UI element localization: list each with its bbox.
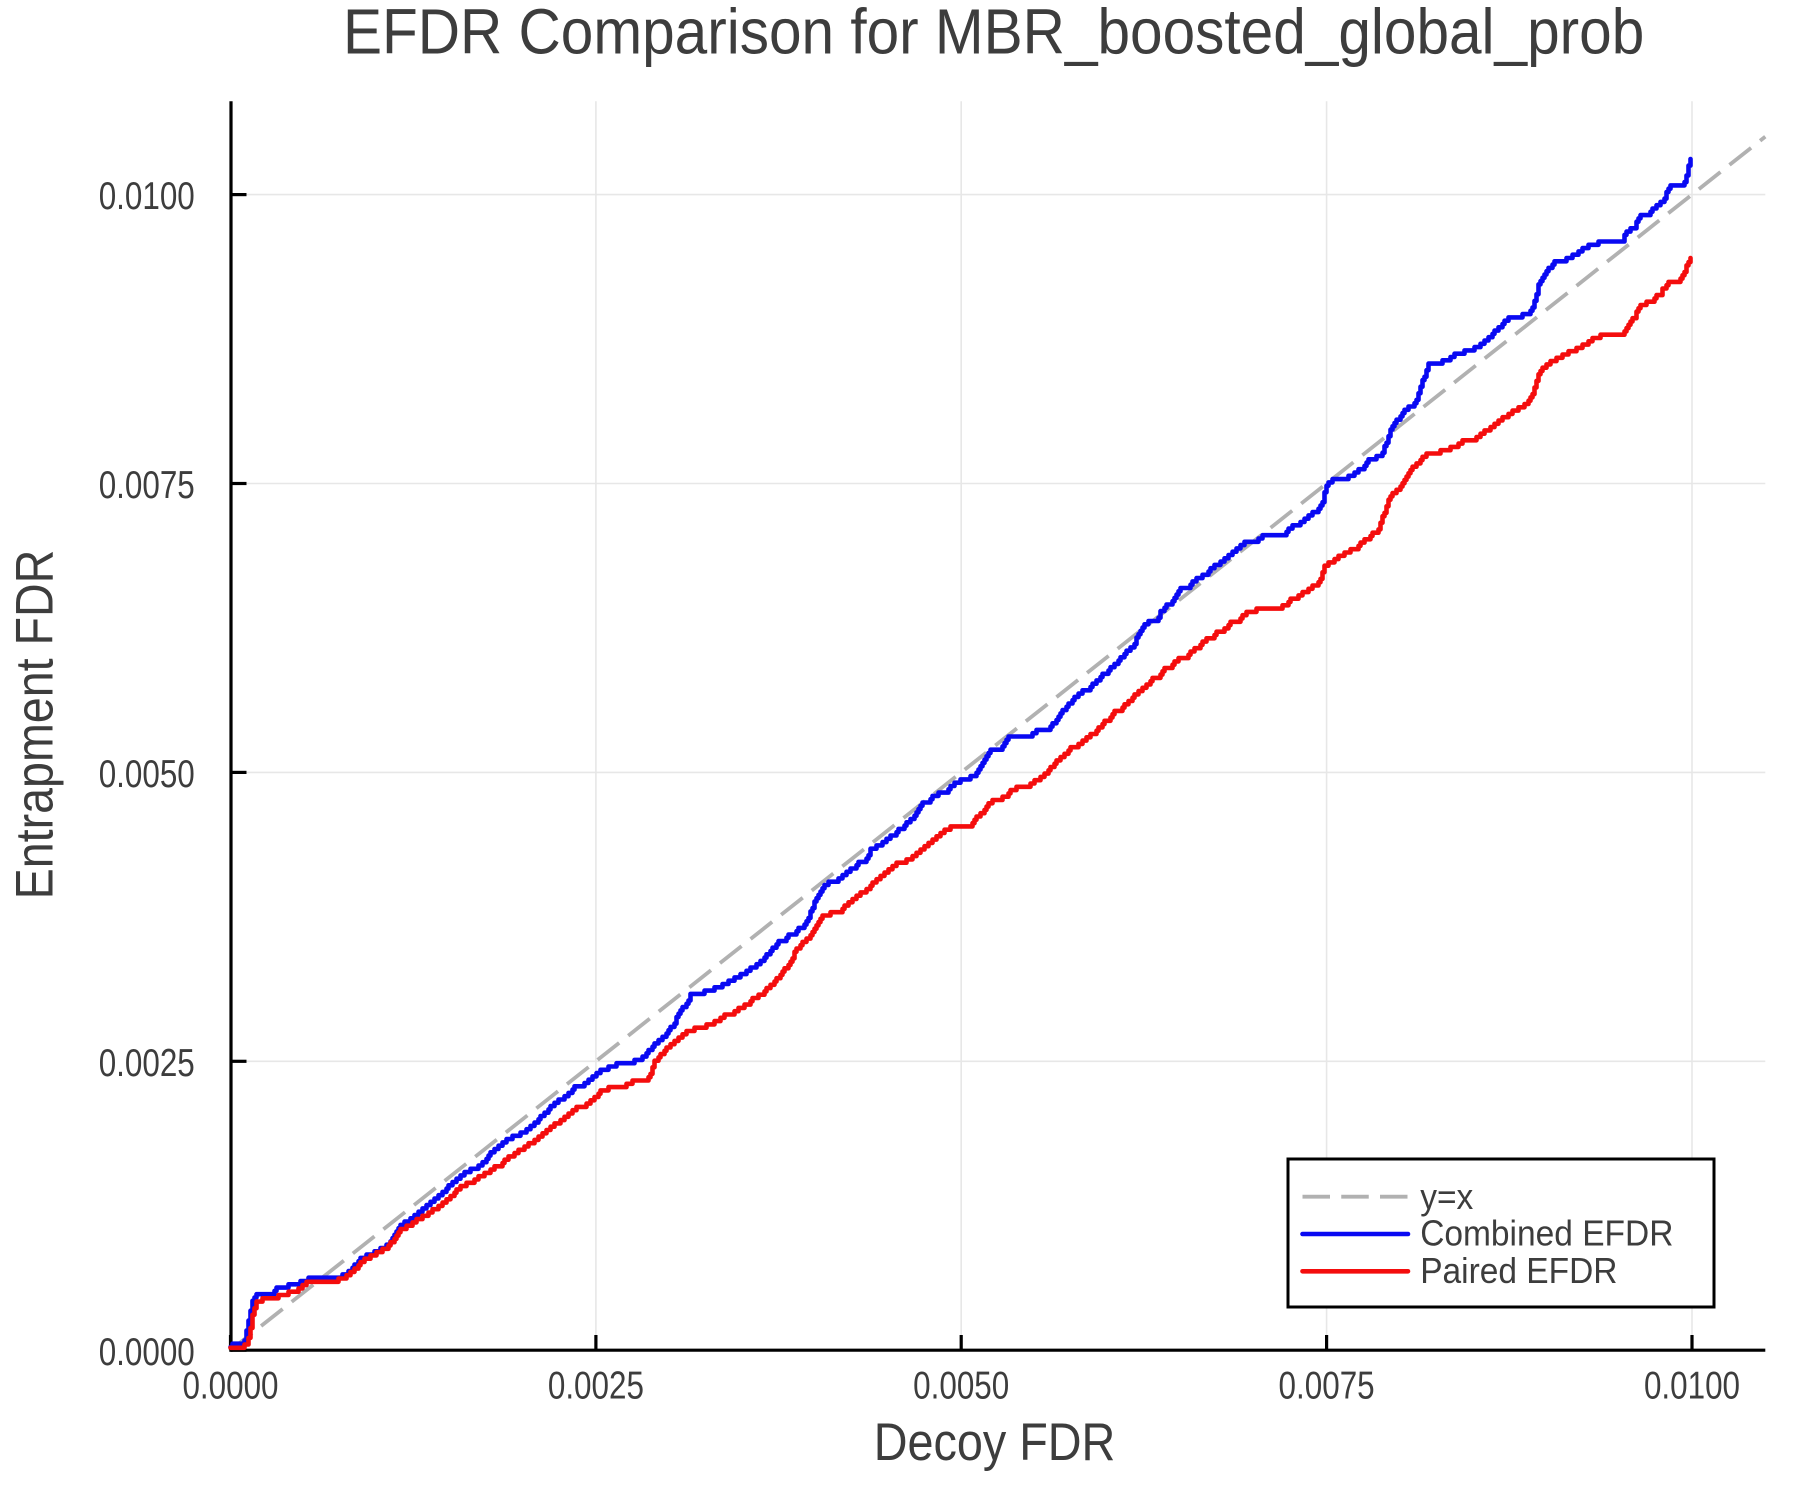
svg-text:0.0100: 0.0100 [1644,1364,1740,1407]
svg-text:0.0000: 0.0000 [182,1364,278,1407]
svg-text:0.0025: 0.0025 [99,1042,195,1085]
svg-text:EFDR Comparison for MBR_booste: EFDR Comparison for MBR_boosted_global_p… [343,0,1644,67]
svg-text:y=x: y=x [1420,1176,1473,1217]
svg-text:0.0050: 0.0050 [913,1364,1009,1407]
svg-text:0.0025: 0.0025 [548,1364,644,1407]
svg-text:0.0075: 0.0075 [1279,1364,1375,1407]
svg-text:Decoy FDR: Decoy FDR [874,1413,1116,1472]
svg-text:0.0000: 0.0000 [99,1331,195,1374]
svg-text:Paired EFDR: Paired EFDR [1420,1250,1617,1291]
svg-text:0.0050: 0.0050 [99,753,195,796]
svg-text:Combined EFDR: Combined EFDR [1420,1213,1673,1254]
svg-text:0.0075: 0.0075 [99,464,195,507]
svg-text:Entrapment FDR: Entrapment FDR [6,550,65,900]
svg-text:0.0100: 0.0100 [99,175,195,218]
